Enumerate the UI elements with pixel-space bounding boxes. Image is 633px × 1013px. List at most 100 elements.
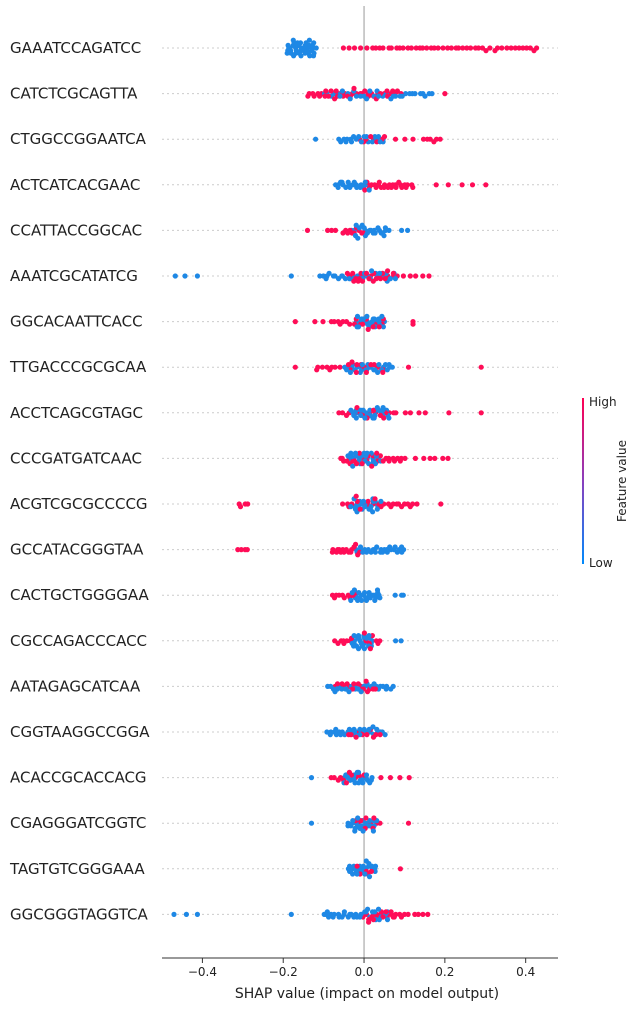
shap-point-low	[355, 236, 360, 241]
shap-point-high	[381, 458, 386, 463]
shap-point-high	[398, 866, 403, 871]
shap-point-high	[438, 501, 443, 506]
shap-point-low	[357, 914, 362, 919]
shap-point-low	[380, 684, 385, 689]
shap-point-high	[434, 182, 439, 187]
shap-point-low	[348, 451, 353, 456]
shap-point-high	[378, 413, 383, 418]
shap-point-low	[364, 314, 369, 319]
feature-label: CCCGATGATCAAC	[10, 449, 142, 467]
shap-point-high	[371, 917, 376, 922]
shap-point-high	[402, 137, 407, 142]
shap-point-high	[413, 456, 418, 461]
shap-point-high	[407, 775, 412, 780]
shap-point-low	[362, 451, 367, 456]
shap-point-high	[391, 914, 396, 919]
shap-point-low	[350, 818, 355, 823]
shap-point-high	[305, 94, 310, 99]
shap-point-high	[425, 912, 430, 917]
shap-point-high	[390, 88, 395, 93]
shap-point-low	[367, 727, 372, 732]
shap-point-high	[388, 504, 393, 509]
shap-point-low	[291, 38, 296, 43]
shap-point-low	[340, 88, 345, 93]
shap-point-high	[358, 45, 363, 50]
shap-point-low	[369, 268, 374, 273]
shap-point-high	[408, 504, 413, 509]
shap-point-high	[377, 324, 382, 329]
shap-point-high	[369, 464, 374, 469]
shap-point-high	[440, 456, 445, 461]
shap-point-high	[356, 681, 361, 686]
shap-point-high	[346, 362, 351, 367]
shap-point-high	[445, 456, 450, 461]
shap-point-high	[340, 230, 345, 235]
shap-point-high	[340, 681, 345, 686]
shap-point-high	[504, 45, 509, 50]
shap-point-high	[383, 276, 388, 281]
shap-point-high	[345, 681, 350, 686]
shap-point-low	[362, 871, 367, 876]
shap-point-high	[389, 45, 394, 50]
shap-point-low	[393, 544, 398, 549]
shap-point-low	[373, 864, 378, 869]
feature-label: ACTCATCACGAAC	[10, 176, 140, 194]
shap-point-high	[341, 458, 346, 463]
shap-point-low	[375, 225, 380, 230]
feature-label: CGAGGGATCGGTC	[10, 814, 146, 832]
shap-point-low	[371, 230, 376, 235]
shap-point-high	[368, 134, 373, 139]
shap-point-high	[389, 909, 394, 914]
shap-point-high	[393, 137, 398, 142]
shap-point-high	[394, 501, 399, 506]
shap-point-low	[358, 185, 363, 190]
shap-point-low	[359, 139, 364, 144]
shap-point-low	[372, 681, 377, 686]
shap-point-high	[363, 815, 368, 820]
shap-point-low	[400, 94, 405, 99]
shap-point-low	[374, 727, 379, 732]
shap-point-high	[371, 279, 376, 284]
shap-point-low	[399, 638, 404, 643]
shap-point-high	[337, 365, 342, 370]
shap-point-high	[293, 365, 298, 370]
shap-point-high	[424, 45, 429, 50]
shap-point-low	[358, 408, 363, 413]
shap-point-high	[352, 45, 357, 50]
shap-point-low	[381, 233, 386, 238]
shap-point-low	[388, 276, 393, 281]
shap-point-high	[406, 821, 411, 826]
shap-point-low	[342, 909, 347, 914]
shap-point-low	[422, 94, 427, 99]
shap-point-high	[368, 362, 373, 367]
shap-point-high	[416, 912, 421, 917]
shap-point-high	[531, 48, 536, 53]
shap-point-high	[333, 365, 338, 370]
feature-label: GGCACAATTCACC	[10, 313, 143, 331]
shap-point-low	[348, 96, 353, 101]
shap-point-high	[378, 276, 383, 281]
x-axis-label: SHAP value (impact on model output)	[235, 986, 499, 1002]
shap-point-high	[364, 679, 369, 684]
shap-point-low	[346, 180, 351, 185]
shap-point-high	[341, 45, 346, 50]
shap-point-low	[370, 909, 375, 914]
x-tick-label: −0.4	[188, 965, 217, 979]
shap-point-low	[286, 43, 291, 48]
shap-point-low	[360, 362, 365, 367]
shap-point-low	[355, 314, 360, 319]
shap-point-low	[383, 732, 388, 737]
shap-point-high	[348, 550, 353, 555]
shap-point-high	[409, 45, 414, 50]
shap-point-high	[335, 681, 340, 686]
shap-point-low	[333, 182, 338, 187]
feature-label: CTGGCCGGAATCA	[10, 130, 147, 148]
shap-point-low	[348, 598, 353, 603]
shap-point-low	[356, 324, 361, 329]
shap-point-high	[410, 322, 415, 327]
shap-point-high	[388, 775, 393, 780]
feature-label: ACGTCGCGCCCCG	[10, 495, 148, 513]
shap-point-high	[377, 45, 382, 50]
shap-point-high	[353, 542, 358, 547]
shap-point-low	[365, 907, 370, 912]
